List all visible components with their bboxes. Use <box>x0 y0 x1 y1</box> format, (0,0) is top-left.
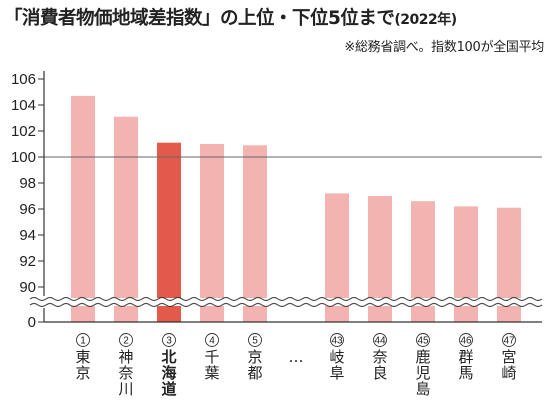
category-char: 鹿 <box>415 348 430 366</box>
x-labels: 1東京2神奈川3北海道4千葉5京都43岐阜44奈良45鹿児島46群馬47宮崎… <box>75 333 517 398</box>
bar-5 <box>243 145 267 322</box>
rank-circle <box>373 333 387 347</box>
rank-number: 3 <box>166 336 172 347</box>
bar-1 <box>71 95 95 323</box>
category-char: 宮 <box>501 348 516 366</box>
x-label-5: 5京都 <box>247 333 263 382</box>
rank-number: 43 <box>331 336 343 347</box>
rank-circle <box>248 333 262 347</box>
axis-break-band <box>0 298 542 306</box>
rank-number: 47 <box>503 336 515 347</box>
axis-break-wave-lower <box>29 303 543 307</box>
y-tick-label-90: 90 <box>19 279 36 296</box>
chart-subtitle: ※総務省調べ。指数100が全国平均 <box>344 40 544 55</box>
y-tick-label-102: 102 <box>11 123 36 140</box>
category-char: 千 <box>204 348 219 366</box>
category-char: 道 <box>161 380 176 398</box>
category-char: 都 <box>247 364 262 382</box>
rank-circle <box>330 333 344 347</box>
rank-number: 44 <box>374 336 386 347</box>
category-char: 崎 <box>501 364 516 382</box>
category-char: 北 <box>161 348 176 366</box>
y-tick-label-98: 98 <box>19 175 36 192</box>
category-char: 神 <box>118 348 133 366</box>
category-char: 奈 <box>118 364 133 382</box>
category-char: 群 <box>458 348 473 366</box>
category-char: 川 <box>118 380 133 398</box>
rank-circle <box>459 333 473 347</box>
y-tick-label-96: 96 <box>19 201 36 218</box>
category-char: 島 <box>415 380 430 398</box>
category-char: 奈 <box>372 348 387 366</box>
rank-number: 45 <box>417 336 429 347</box>
chart-title-year: (2022年) <box>394 12 457 28</box>
y-tick-label-92: 92 <box>19 253 36 270</box>
y-tick-label-100: 100 <box>11 149 36 166</box>
y-axis: 90 92 94 96 98 100 102 104 106 0 <box>0 71 543 331</box>
chart-title: 「消費者物価地域差指数」の上位・下位5位まで(2022年) <box>4 4 457 30</box>
axis-break-wave-upper <box>29 297 543 301</box>
category-char: 海 <box>161 364 176 382</box>
rank-number: 2 <box>123 336 129 347</box>
bars-group <box>71 95 521 323</box>
rank-number: 5 <box>252 336 258 347</box>
y-tick-label-94: 94 <box>19 227 36 244</box>
rank-circle <box>119 333 133 347</box>
rank-circle <box>205 333 219 347</box>
rank-number: 46 <box>460 336 472 347</box>
category-char: 阜 <box>329 364 344 382</box>
category-char: 葉 <box>204 364 219 382</box>
rank-number: 1 <box>80 336 86 347</box>
y-tick-label-zero: 0 <box>28 314 36 331</box>
rank-circle <box>502 333 516 347</box>
gap-ellipsis: … <box>289 348 304 366</box>
category-char: 良 <box>372 364 387 382</box>
rank-number: 4 <box>209 336 215 347</box>
x-label-1: 1東京 <box>75 333 91 382</box>
rank-circle <box>162 333 176 347</box>
category-char: 児 <box>415 364 430 382</box>
category-char: 馬 <box>458 364 473 382</box>
category-char: 東 <box>75 348 90 366</box>
rank-circle <box>76 333 90 347</box>
category-char: 京 <box>247 348 262 366</box>
x-label-4: 4千葉 <box>204 333 220 382</box>
chart-title-text: 「消費者物価地域差指数」の上位・下位5位まで <box>4 8 395 29</box>
y-tick-label-106: 106 <box>11 71 36 88</box>
y-tick-label-104: 104 <box>11 97 36 114</box>
bar-2 <box>114 116 138 322</box>
bar-4 <box>200 144 224 322</box>
bar-3 <box>157 142 181 322</box>
rank-circle <box>416 333 430 347</box>
category-char: 京 <box>75 364 90 382</box>
category-char: 岐 <box>329 348 344 366</box>
